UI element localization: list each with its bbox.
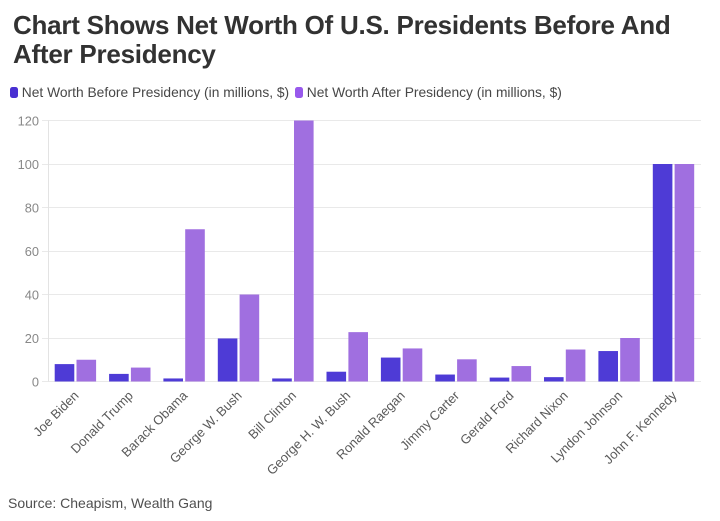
svg-text:120: 120	[18, 113, 39, 128]
svg-text:100: 100	[18, 157, 39, 172]
svg-text:60: 60	[25, 244, 39, 259]
svg-text:Gerald Ford: Gerald Ford	[457, 388, 517, 448]
svg-text:80: 80	[25, 200, 39, 215]
svg-text:40: 40	[25, 287, 39, 302]
svg-text:Bill Clinton: Bill Clinton	[245, 388, 299, 442]
svg-text:Jimmy Carter: Jimmy Carter	[397, 387, 463, 453]
svg-text:0: 0	[32, 374, 39, 389]
svg-text:Joe Biden: Joe Biden	[30, 388, 81, 439]
svg-text:20: 20	[25, 331, 39, 346]
